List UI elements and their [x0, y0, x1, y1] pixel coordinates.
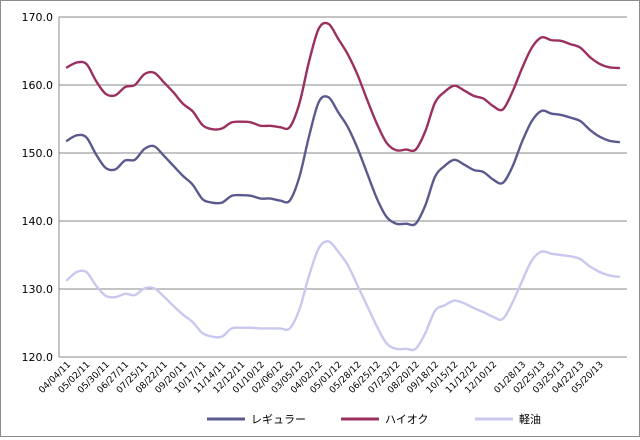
- series-line-high-octane: [65, 21, 621, 153]
- series-line-regular: [65, 95, 621, 227]
- y-tick-label: 150.0: [22, 147, 54, 160]
- legend: レギュラー ハイオク 軽油: [207, 412, 541, 426]
- series-lines: [65, 21, 621, 352]
- y-tick-label: 130.0: [22, 283, 54, 296]
- legend-label: レギュラー: [251, 413, 306, 426]
- gridlines: [59, 16, 627, 358]
- y-tick-label: 140.0: [22, 215, 54, 228]
- x-axis-tick-labels: 04/04/1105/02/1105/30/1106/27/1107/25/11…: [37, 360, 605, 396]
- legend-label: 軽油: [519, 412, 541, 426]
- series-line-diesel: [65, 240, 621, 352]
- y-tick-label: 160.0: [22, 79, 54, 92]
- legend-label: ハイオク: [385, 413, 429, 426]
- y-tick-label: 120.0: [22, 351, 54, 364]
- y-axis-tick-labels: 120.0 130.0 140.0 150.0 160.0 170.0: [22, 11, 54, 364]
- axes: [58, 17, 627, 358]
- y-tick-label: 170.0: [22, 11, 54, 24]
